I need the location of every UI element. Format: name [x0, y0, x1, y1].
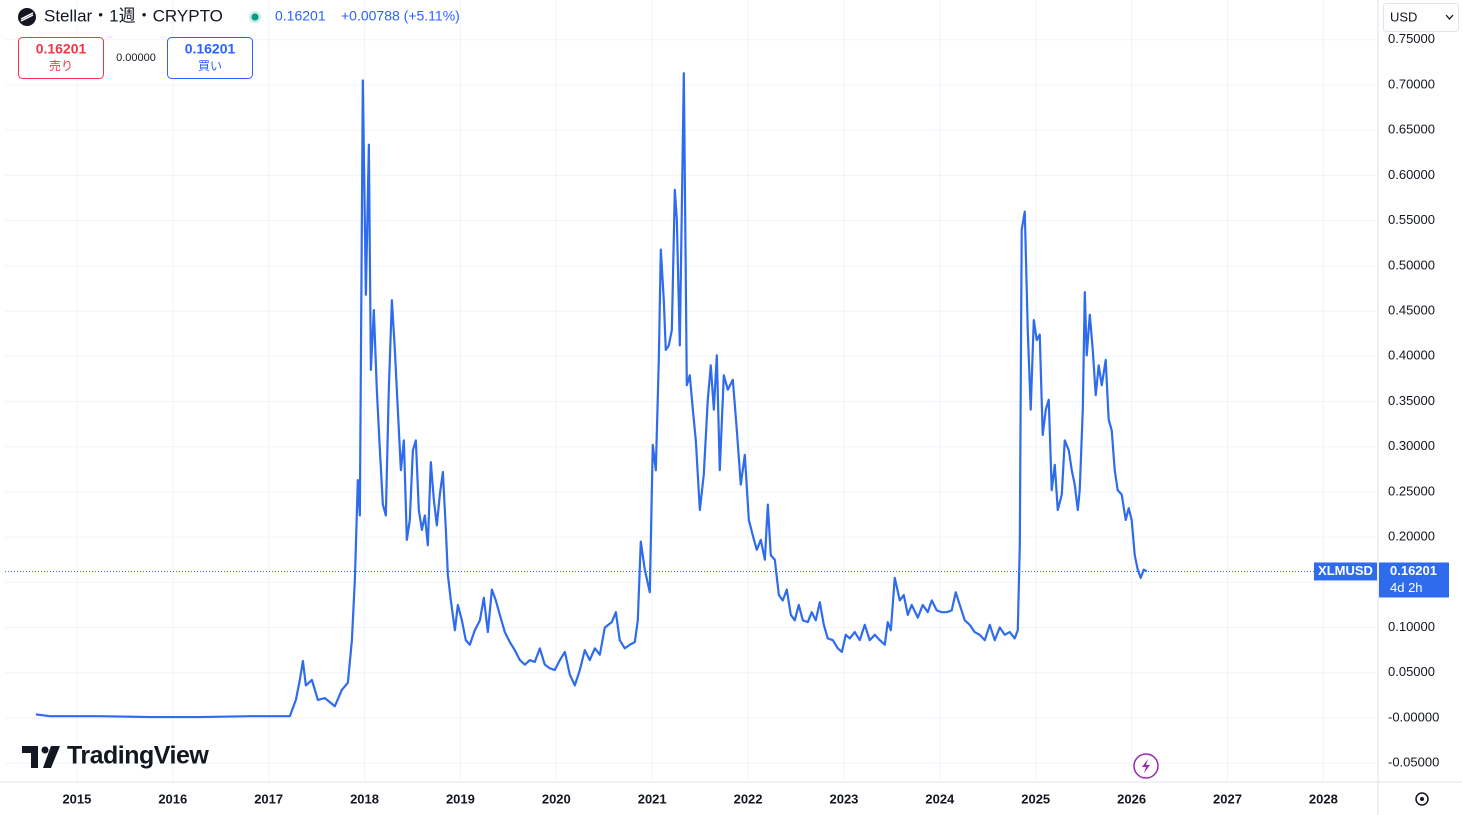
change: +0.00788 (+5.11%) — [341, 8, 460, 24]
settings-icon — [1420, 797, 1424, 801]
x-tick-label: 2017 — [254, 791, 283, 806]
y-tick-label: 0.45000 — [1388, 303, 1435, 318]
brand-logo-dot — [41, 746, 49, 754]
x-tick-label: 2024 — [925, 791, 955, 806]
plot — [5, 72, 1378, 719]
x-tick-label: 2023 — [829, 791, 858, 806]
x-tick-label: 2018 — [350, 791, 379, 806]
x-tick-label: 2015 — [62, 791, 91, 806]
market-status-dot — [251, 13, 259, 21]
x-tick-label: 2028 — [1309, 791, 1338, 806]
dropdown-arrow — [1445, 14, 1454, 20]
countdown: 4d 2h — [1390, 580, 1423, 595]
x-tick-label: 2025 — [1021, 791, 1050, 806]
x-tick-label: 2026 — [1117, 791, 1146, 806]
brand: TradingView — [67, 742, 209, 770]
settings-button[interactable] — [1415, 792, 1429, 806]
currency-select[interactable] — [1383, 3, 1459, 32]
symbol-icon — [18, 8, 36, 26]
symbol[interactable]: Stellar・1週・CRYPTO — [44, 6, 223, 25]
x-tick-label: 2021 — [638, 791, 667, 806]
buy-label: 買い — [198, 59, 222, 73]
y-tick-label: 0.65000 — [1388, 122, 1435, 137]
y-tick-label: 0.75000 — [1388, 31, 1435, 46]
brand-logo-slash — [43, 746, 60, 768]
y-tick-label: 0.55000 — [1388, 212, 1435, 227]
y-tick-label: 0.35000 — [1388, 393, 1435, 408]
sell-button[interactable] — [18, 37, 104, 79]
brand-logo — [22, 746, 45, 768]
x-tick-label: 2019 — [446, 791, 475, 806]
y-tick-label: 0.25000 — [1388, 483, 1435, 498]
x-tick-label: 2027 — [1213, 791, 1242, 806]
spread: 0.00000 — [116, 52, 156, 64]
y-tick-label: -0.05000 — [1388, 755, 1439, 770]
y-tick-label: 0.10000 — [1388, 619, 1435, 634]
price: 0.16201 — [275, 8, 326, 24]
x-tick-label: 2022 — [734, 791, 763, 806]
symbol-label: XLMUSD — [1318, 563, 1373, 578]
grid — [5, 0, 1378, 782]
last-price-label: 0.16201 — [1390, 563, 1437, 578]
currency: USD — [1390, 9, 1417, 24]
buy-price: 0.16201 — [185, 41, 236, 57]
y-tick-label: 0.05000 — [1388, 664, 1435, 679]
x-tick-label: 2020 — [542, 791, 571, 806]
x-tick-label: 2016 — [158, 791, 187, 806]
sell-price: 0.16201 — [36, 41, 87, 57]
buy-button[interactable] — [167, 37, 253, 79]
y-tick-label: 0.40000 — [1388, 348, 1435, 363]
y-tick-label: 0.70000 — [1388, 76, 1435, 91]
y-tick-label: 0.50000 — [1388, 257, 1435, 272]
axes: -0.05000-0.000000.050000.100000.150000.2… — [62, 31, 1449, 806]
y-tick-label: 0.20000 — [1388, 529, 1435, 544]
sell-label: 売り — [49, 58, 73, 73]
price-line — [35, 72, 1148, 719]
lightning-icon — [1142, 759, 1150, 773]
symbol-label-bg — [1314, 562, 1377, 581]
symbol-icon-glyph — [20, 12, 34, 22]
last-price-label-bg — [1379, 562, 1449, 598]
y-tick-label: 0.60000 — [1388, 167, 1435, 182]
y-tick-label: 0.30000 — [1388, 438, 1435, 453]
y-tick-label: -0.00000 — [1388, 709, 1439, 724]
